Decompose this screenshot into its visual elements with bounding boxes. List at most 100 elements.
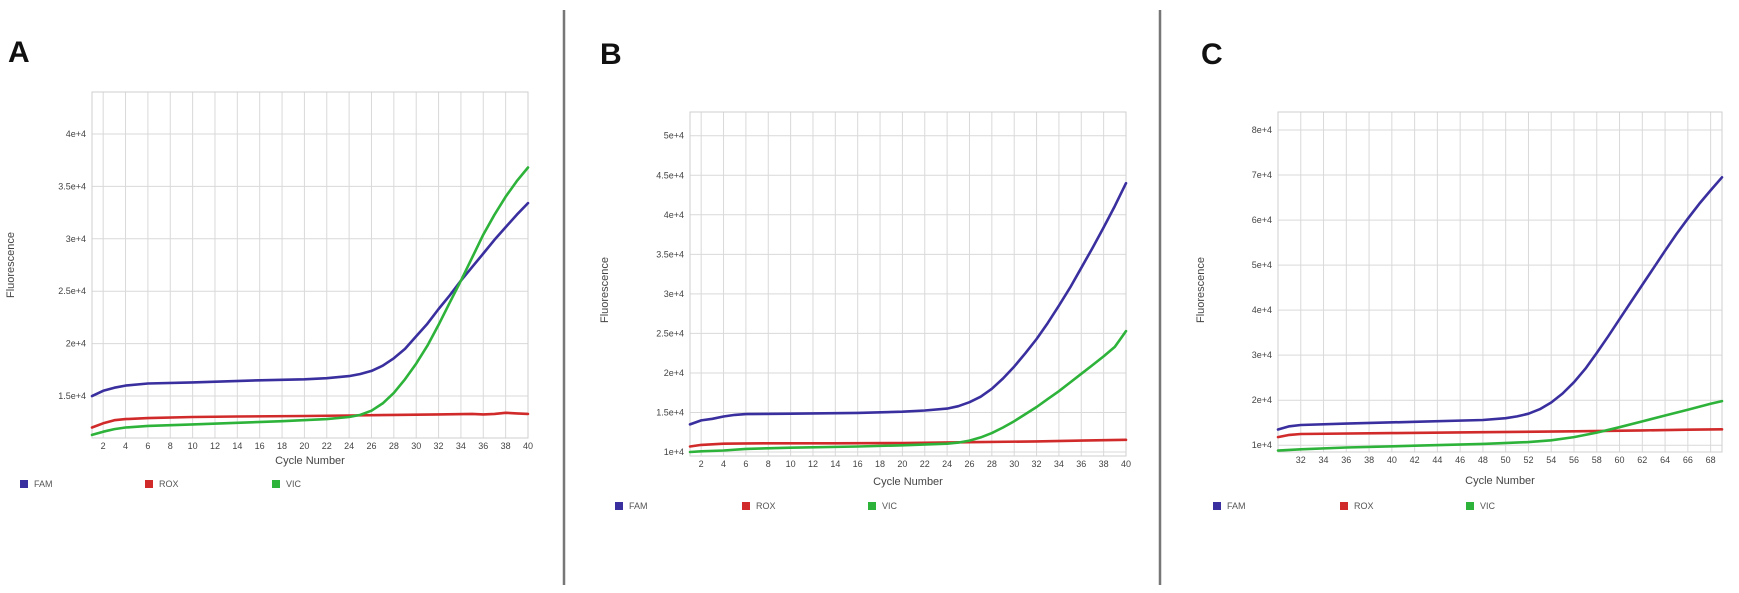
panel-label-a: A	[8, 36, 30, 69]
x-tick-label: 34	[1319, 455, 1329, 465]
legend-swatch	[20, 480, 28, 488]
legend-label: VIC	[882, 501, 898, 511]
x-tick-label: 16	[853, 459, 863, 469]
x-tick-label: 40	[1387, 455, 1397, 465]
y-tick-label: 3e+4	[66, 234, 86, 244]
x-tick-label: 26	[366, 441, 376, 451]
x-tick-label: 34	[456, 441, 466, 451]
y-tick-label: 5e+4	[1252, 260, 1272, 270]
y-tick-label: 4e+4	[664, 210, 684, 220]
legend-swatch	[1213, 502, 1221, 510]
x-tick-label: 6	[145, 441, 150, 451]
x-tick-label: 64	[1660, 455, 1670, 465]
x-tick-label: 24	[942, 459, 952, 469]
x-tick-label: 56	[1569, 455, 1579, 465]
series-line-rox	[1276, 428, 1724, 439]
y-tick-label: 2.5e+4	[58, 286, 86, 296]
series-line-vic	[688, 329, 1128, 454]
x-tick-label: 26	[964, 459, 974, 469]
x-tick-label: 14	[232, 441, 242, 451]
legend-label: FAM	[629, 501, 648, 511]
y-tick-label: 3.5e+4	[656, 249, 684, 259]
x-tick-label: 4	[721, 459, 726, 469]
legend-item-rox[interactable]: ROX	[1340, 501, 1374, 511]
y-tick-label: 3e+4	[664, 289, 684, 299]
series-line-fam	[1276, 176, 1724, 431]
legend-item-rox[interactable]: ROX	[145, 479, 179, 489]
legend-item-vic[interactable]: VIC	[272, 479, 302, 489]
y-tick-label: 2.5e+4	[656, 328, 684, 338]
x-tick-label: 24	[344, 441, 354, 451]
x-tick-label: 2	[699, 459, 704, 469]
x-tick-label: 8	[766, 459, 771, 469]
plot-area-a	[91, 91, 529, 439]
x-tick-label: 48	[1478, 455, 1488, 465]
x-tick-label: 34	[1054, 459, 1064, 469]
legend-swatch	[1340, 502, 1348, 510]
series-line-rox	[688, 438, 1128, 448]
x-tick-label: 22	[920, 459, 930, 469]
y-tick-label: 4.5e+4	[656, 170, 684, 180]
legend-label: FAM	[1227, 501, 1246, 511]
x-tick-label: 54	[1546, 455, 1556, 465]
x-tick-label: 30	[1009, 459, 1019, 469]
x-tick-label: 18	[277, 441, 287, 451]
x-tick-label: 36	[1076, 459, 1086, 469]
x-axis-title: Cycle Number	[1465, 475, 1535, 487]
legend-swatch	[272, 480, 280, 488]
y-tick-label: 1.5e+4	[58, 391, 86, 401]
y-tick-label: 1.5e+4	[656, 408, 684, 418]
legend-item-vic[interactable]: VIC	[1466, 501, 1496, 511]
x-tick-label: 14	[830, 459, 840, 469]
x-tick-label: 40	[523, 441, 533, 451]
legend-label: ROX	[159, 479, 179, 489]
y-tick-label: 3.5e+4	[58, 181, 86, 191]
x-tick-label: 10	[786, 459, 796, 469]
y-tick-label: 8e+4	[1252, 125, 1272, 135]
x-tick-label: 62	[1637, 455, 1647, 465]
x-tick-label: 46	[1455, 455, 1465, 465]
chart-panel-b: B2 4 6 8 10 12 14 16 18 20 22 24 26 28 30 32 34 36 38 401e+…	[599, 38, 1131, 511]
x-tick-label: 68	[1706, 455, 1716, 465]
legend-swatch	[868, 502, 876, 510]
x-tick-label: 38	[1364, 455, 1374, 465]
legend-swatch	[145, 480, 153, 488]
legend-item-fam[interactable]: FAM	[20, 479, 53, 489]
x-tick-label: 32	[1032, 459, 1042, 469]
x-tick-label: 36	[478, 441, 488, 451]
x-tick-label: 22	[322, 441, 332, 451]
x-tick-label: 20	[299, 441, 309, 451]
x-tick-label: 4	[123, 441, 128, 451]
y-axis-title: Fluorescence	[5, 232, 17, 298]
legend-item-fam[interactable]: FAM	[1213, 501, 1246, 511]
x-tick-label: 58	[1592, 455, 1602, 465]
series-line-vic	[90, 166, 530, 437]
x-tick-label: 60	[1615, 455, 1625, 465]
x-tick-label: 28	[987, 459, 997, 469]
x-tick-label: 28	[389, 441, 399, 451]
y-axis-title: Fluorescence	[1195, 257, 1207, 323]
legend-item-vic[interactable]: VIC	[868, 501, 898, 511]
y-tick-label: 6e+4	[1252, 215, 1272, 225]
x-tick-label: 12	[210, 441, 220, 451]
chart-panel-c: C 32 34 36 38 40 42 44 46 48 50 52 54 56 58 60 62 64 66 68 1…	[1195, 38, 1724, 511]
x-tick-label: 8	[168, 441, 173, 451]
x-tick-label: 10	[188, 441, 198, 451]
x-tick-label: 18	[875, 459, 885, 469]
x-tick-label: 30	[411, 441, 421, 451]
legend-label: ROX	[1354, 501, 1374, 511]
legend-label: ROX	[756, 501, 776, 511]
x-tick-label: 44	[1432, 455, 1442, 465]
series-line-fam	[688, 181, 1128, 426]
chart-panel-a: A2 4 6 8 10 12 14 16 18 20 22 24 26 28 30 32 34 36 38 401.5…	[5, 36, 533, 489]
series-line-fam	[90, 201, 530, 398]
legend-item-fam[interactable]: FAM	[615, 501, 648, 511]
x-tick-label: 66	[1683, 455, 1693, 465]
y-tick-label: 4e+4	[66, 129, 86, 139]
legend-item-rox[interactable]: ROX	[742, 501, 776, 511]
x-tick-label: 2	[101, 441, 106, 451]
legend-swatch	[1466, 502, 1474, 510]
x-tick-label: 42	[1410, 455, 1420, 465]
x-tick-label: 20	[897, 459, 907, 469]
